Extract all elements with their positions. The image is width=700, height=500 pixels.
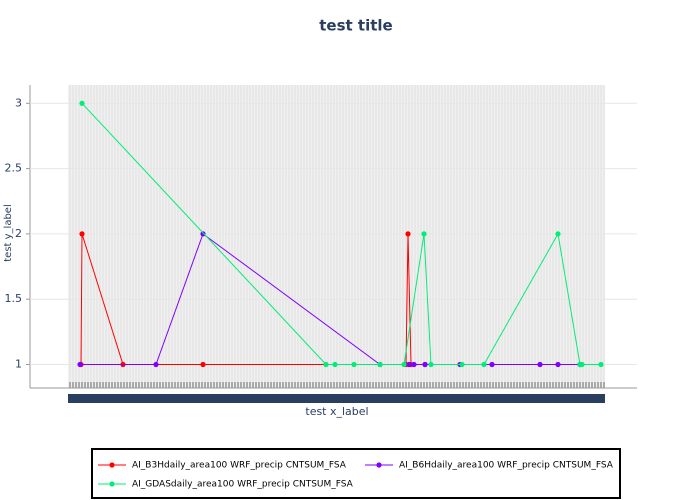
legend-label: AI_B6Hdaily_area100 WRF_precip CNTSUM_FS… [399, 461, 614, 471]
y-axis-label: test y_label [3, 204, 14, 262]
chart-title: test title [319, 17, 392, 35]
series-line [81, 102, 601, 365]
legend-label: AI_GDASdaily_area100 WRF_precip CNTSUM_F… [132, 480, 354, 490]
legend-box [91, 448, 621, 499]
legend-marker [109, 481, 115, 487]
point [79, 231, 85, 237]
point [405, 231, 411, 237]
y-tick-label: 1 [15, 357, 22, 370]
point [153, 361, 159, 368]
y-tick-label: 2.5 [5, 162, 23, 175]
point [200, 231, 206, 237]
point [459, 361, 465, 368]
point [555, 231, 561, 237]
y-tick-label: 1.5 [5, 292, 23, 305]
point [406, 361, 412, 368]
point [579, 361, 585, 368]
point [401, 361, 407, 368]
point [422, 361, 428, 368]
point [332, 361, 338, 368]
point [537, 361, 543, 368]
point [377, 361, 383, 368]
point [351, 361, 357, 368]
point [411, 361, 417, 368]
point [421, 231, 427, 237]
x-band [68, 85, 605, 388]
x-label-band [68, 394, 605, 403]
point [481, 361, 487, 368]
point [428, 361, 434, 368]
y-tick-label: 3 [15, 96, 22, 109]
point [79, 100, 85, 106]
y-tick-label: 2 [15, 227, 22, 240]
legend-label: AI_B3Hdaily_area100 WRF_precip CNTSUM_FS… [132, 461, 347, 471]
point [200, 361, 206, 368]
legend-marker [376, 462, 382, 468]
series-line [80, 233, 425, 365]
point [555, 361, 561, 368]
point [77, 361, 83, 368]
x-tick-band [68, 382, 605, 388]
x-axis-label: test x_label [305, 405, 368, 418]
point [489, 361, 495, 368]
legend-marker [109, 462, 115, 468]
point [323, 361, 329, 368]
point [598, 361, 604, 368]
series-line [80, 233, 580, 365]
